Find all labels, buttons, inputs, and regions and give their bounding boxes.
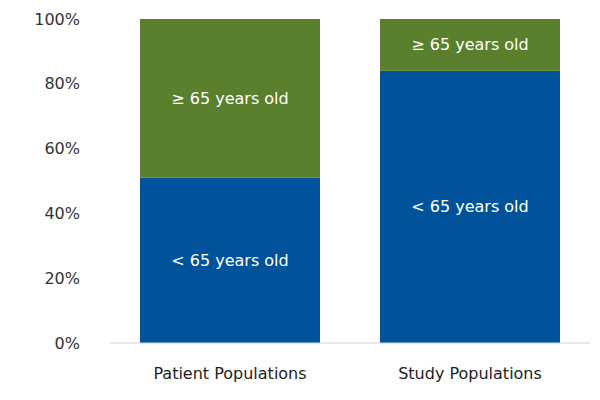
- x-tick-label: Study Populations: [398, 364, 542, 383]
- segment-label: < 65 years old: [411, 197, 528, 216]
- chart-container: 0%20%40%60%80%100%< 65 years old< 65 yea…: [0, 0, 600, 400]
- y-tick-label: 100%: [34, 10, 80, 29]
- bar-segment: [140, 178, 320, 343]
- x-tick-label: Patient Populations: [153, 364, 306, 383]
- bar-segment: [380, 19, 560, 71]
- y-tick-label: 20%: [44, 269, 80, 288]
- bars: [140, 19, 560, 343]
- bar-segment: [380, 71, 560, 343]
- segment-label: ≥ 65 years old: [411, 35, 528, 54]
- y-tick-label: 60%: [44, 139, 80, 158]
- segment-label: < 65 years old: [171, 251, 288, 270]
- chart: 0%20%40%60%80%100%< 65 years old< 65 yea…: [0, 0, 600, 400]
- y-tick-label: 40%: [44, 204, 80, 223]
- segment-labels: < 65 years old < 65 years old ≥ 65 years o…: [171, 35, 528, 269]
- x-axis-line: [110, 343, 590, 344]
- bar-segment: [140, 19, 320, 178]
- y-tick-label: 80%: [44, 74, 80, 93]
- y-tick-label: 0%: [55, 334, 80, 353]
- segment-label: ≥ 65 years old: [171, 89, 288, 108]
